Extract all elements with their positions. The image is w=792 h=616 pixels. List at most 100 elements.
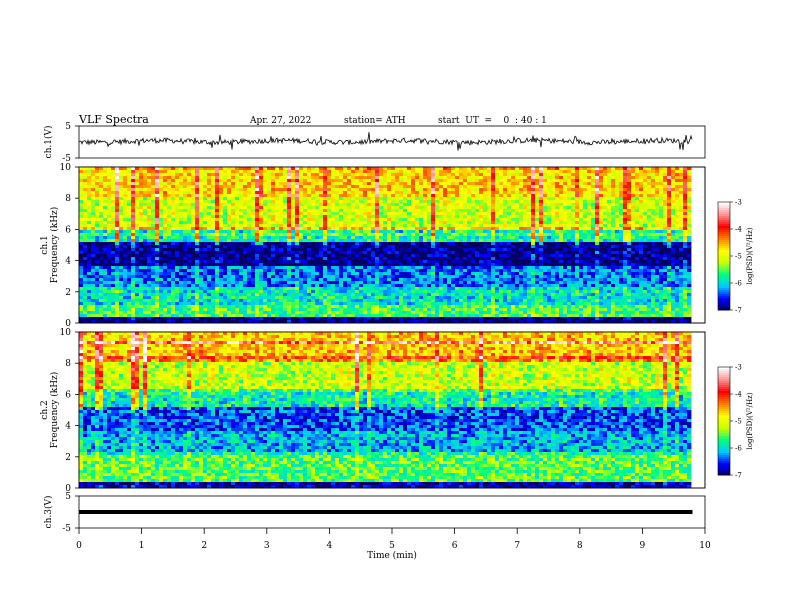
spectrogram-cell: [627, 200, 631, 203]
spectrogram-cell: [107, 254, 111, 257]
spectrogram-cell: [83, 179, 87, 182]
spectrogram-cell: [439, 191, 443, 194]
spectrogram-cell: [383, 221, 387, 224]
spectrogram-cell: [399, 260, 403, 263]
spectrogram-cell: [675, 233, 679, 236]
spectrogram-cell: [467, 215, 471, 218]
spectrogram-cell: [635, 224, 639, 227]
spectrogram-cell: [395, 194, 399, 197]
spectrogram-cell: [131, 191, 135, 194]
spectrogram-cell: [91, 209, 95, 212]
spectrogram-cell: [159, 209, 163, 212]
spectrogram-cell: [203, 212, 207, 215]
spectrogram-cell: [395, 218, 399, 221]
spectrogram-cell: [687, 200, 691, 203]
spectrogram-cell: [87, 197, 91, 200]
spectrogram-cell: [447, 176, 451, 179]
spectrogram-cell: [219, 242, 223, 245]
spectrogram-cell: [523, 218, 527, 221]
spectrogram-cell: [395, 188, 399, 191]
spectrogram-cell: [499, 251, 503, 254]
spectrogram-cell: [299, 230, 303, 233]
spectrogram-cell: [483, 176, 487, 179]
spectrogram-cell: [115, 227, 119, 230]
spectrogram-cell: [467, 200, 471, 203]
spectrogram-cell: [311, 194, 315, 197]
spectrogram-cell: [203, 191, 207, 194]
spectrogram-cell: [119, 248, 123, 251]
spectrogram-cell: [463, 173, 467, 176]
spectrogram-cell: [379, 245, 383, 248]
spectrogram-cell: [375, 260, 379, 263]
spectrogram-cell: [283, 200, 287, 203]
spectrogram-cell: [303, 203, 307, 206]
spectrogram-cell: [331, 236, 335, 239]
spectrogram-cell: [483, 245, 487, 248]
spectrogram-cell: [275, 200, 279, 203]
spectrogram-cell: [555, 212, 559, 215]
spectrogram-cell: [407, 239, 411, 242]
spectrogram-cell: [227, 215, 231, 218]
spectrogram-cell: [419, 203, 423, 206]
spectrogram-cell: [679, 227, 683, 230]
spectrogram-cell: [523, 200, 527, 203]
spectrogram-cell: [147, 203, 151, 206]
spectrogram-cell: [407, 218, 411, 221]
spectrogram-cell: [407, 167, 411, 170]
spectrogram-cell: [639, 173, 643, 176]
spectrogram-cell: [231, 197, 235, 200]
spectrogram-cell: [639, 251, 643, 254]
spectrogram-cell: [411, 212, 415, 215]
spectrogram-cell: [403, 197, 407, 200]
spectrogram-cell: [287, 200, 291, 203]
spectrogram-cell: [363, 239, 367, 242]
spectrogram-cell: [463, 221, 467, 224]
spectrogram-cell: [435, 236, 439, 239]
spectrogram-cell: [339, 260, 343, 263]
spectrogram-cell: [307, 206, 311, 209]
spectrogram-cell: [219, 263, 223, 266]
spectrogram-cell: [127, 188, 131, 191]
spectrogram-cell: [171, 257, 175, 260]
spectrogram-cell: [147, 212, 151, 215]
spectrogram-cell: [275, 206, 279, 209]
spectrogram-cell: [527, 236, 531, 239]
spectrogram-cell: [623, 179, 627, 182]
spectrogram-cell: [291, 170, 295, 173]
spectrogram-cell: [251, 185, 255, 188]
spectrogram-cell: [255, 248, 259, 251]
spectrogram-cell: [175, 206, 179, 209]
spectrogram-cell: [123, 179, 127, 182]
spectrogram-cell: [523, 224, 527, 227]
spectrogram-cell: [247, 188, 251, 191]
spectrogram-cell: [107, 218, 111, 221]
spectrogram-cell: [167, 191, 171, 194]
spectrogram-cell: [155, 242, 159, 245]
spectrogram-cell: [547, 176, 551, 179]
spectrogram-cell: [95, 173, 99, 176]
spectrogram-cell: [403, 200, 407, 203]
spectrogram-cell: [519, 251, 523, 254]
spectrogram-cell: [383, 233, 387, 236]
spectrogram-cell: [211, 206, 215, 209]
spectrogram-cell: [595, 176, 599, 179]
spectrogram-cell: [179, 188, 183, 191]
spectrogram-cell: [259, 251, 263, 254]
spectrogram-cell: [139, 170, 143, 173]
spectrogram-cell: [483, 167, 487, 170]
spectrogram-cell: [327, 260, 331, 263]
spectrogram-cell: [515, 209, 519, 212]
spectrogram-cell: [555, 218, 559, 221]
spectrogram-cell: [571, 176, 575, 179]
spectrogram-cell: [499, 173, 503, 176]
spectrogram-cell: [271, 263, 275, 266]
spectrogram-cell: [379, 194, 383, 197]
spectrogram-cell: [219, 191, 223, 194]
spectrogram-cell: [183, 188, 187, 191]
spectrogram-cell: [207, 242, 211, 245]
spectrogram-cell: [303, 239, 307, 242]
spectrogram-cell: [287, 251, 291, 254]
spectrogram-cell: [247, 215, 251, 218]
spectrogram-cell: [427, 248, 431, 251]
spectrogram-cell: [115, 203, 119, 206]
